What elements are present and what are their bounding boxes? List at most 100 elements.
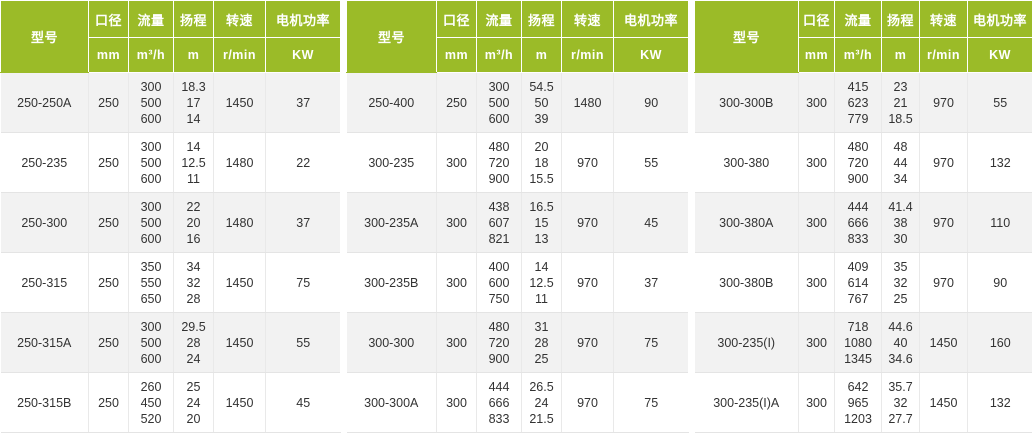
cell-model: 300-235(I) xyxy=(695,313,799,373)
header-head: 扬程 xyxy=(174,1,214,38)
cell-speed: 1450 xyxy=(214,73,266,133)
header-model: 型号 xyxy=(695,1,799,73)
cell-power: 55 xyxy=(266,313,341,373)
cell-speed: 1450 xyxy=(214,313,266,373)
header-unit-head: m xyxy=(174,38,214,73)
header-unit-power: KW xyxy=(968,38,1032,73)
cell-head: 31 28 25 xyxy=(522,313,562,373)
cell-head: 41.4 38 30 xyxy=(882,193,920,253)
header-diameter: 口径 xyxy=(89,1,129,38)
header-power: 电机功率 xyxy=(266,1,341,38)
cell-power: 132 xyxy=(968,373,1032,433)
header-unit-speed: r/min xyxy=(920,38,968,73)
cell-flow: 415 623 779 xyxy=(835,73,882,133)
header-unit-power: KW xyxy=(266,38,341,73)
cell-diameter: 250 xyxy=(89,133,129,193)
cell-speed: 970 xyxy=(920,253,968,313)
table-header: 型号 口径 流量 扬程 转速 电机功率 mm m³/h m r/min KW xyxy=(1,1,341,73)
cell-flow: 260 450 520 xyxy=(129,373,174,433)
header-head: 扬程 xyxy=(882,1,920,38)
cell-power: 55 xyxy=(614,133,689,193)
header-flow: 流量 xyxy=(129,1,174,38)
cell-head: 16.5 15 13 xyxy=(522,193,562,253)
cell-model: 300-235A xyxy=(347,193,437,253)
cell-flow: 480 720 900 xyxy=(477,313,522,373)
header-unit-flow: m³/h xyxy=(129,38,174,73)
cell-head: 54.5 50 39 xyxy=(522,73,562,133)
header-unit-speed: r/min xyxy=(214,38,266,73)
cell-diameter: 250 xyxy=(437,73,477,133)
cell-diameter: 300 xyxy=(799,133,835,193)
cell-power: 90 xyxy=(614,73,689,133)
header-power: 电机功率 xyxy=(968,1,1032,38)
cell-flow: 444 666 833 xyxy=(835,193,882,253)
table-header: 型号 口径 流量 扬程 转速 电机功率 mm m³/h m r/min KW xyxy=(347,1,689,73)
cell-speed: 970 xyxy=(562,193,614,253)
cell-head: 22 20 16 xyxy=(174,193,214,253)
cell-speed: 970 xyxy=(562,313,614,373)
cell-power: 75 xyxy=(266,253,341,313)
cell-model: 250-400 xyxy=(347,73,437,133)
cell-speed: 1450 xyxy=(214,253,266,313)
cell-flow: 300 500 600 xyxy=(477,73,522,133)
cell-diameter: 300 xyxy=(799,73,835,133)
cell-model: 300-235 xyxy=(347,133,437,193)
header-flow: 流量 xyxy=(835,1,882,38)
cell-flow: 300 500 600 xyxy=(129,73,174,133)
cell-model: 300-300A xyxy=(347,373,437,433)
header-unit-speed: r/min xyxy=(562,38,614,73)
cell-head: 29.5 28 24 xyxy=(174,313,214,373)
header-unit-diameter: mm xyxy=(89,38,129,73)
cell-power: 132 xyxy=(968,133,1032,193)
cell-diameter: 300 xyxy=(437,373,477,433)
cell-speed: 1450 xyxy=(920,373,968,433)
cell-power: 160 xyxy=(968,313,1032,373)
header-model: 型号 xyxy=(347,1,437,73)
cell-flow: 409 614 767 xyxy=(835,253,882,313)
cell-model: 250-235 xyxy=(1,133,89,193)
header-power: 电机功率 xyxy=(614,1,689,38)
cell-speed: 970 xyxy=(562,253,614,313)
cell-flow: 718 1080 1345 xyxy=(835,313,882,373)
spec-table-2-container: 型号 口径 流量 扬程 转速 电机功率 mm m³/h m r/min KW 2… xyxy=(346,0,688,427)
cell-flow: 444 666 833 xyxy=(477,373,522,433)
cell-power: 37 xyxy=(266,193,341,253)
cell-flow: 438 607 821 xyxy=(477,193,522,253)
cell-model: 300-235B xyxy=(347,253,437,313)
header-unit-diameter: mm xyxy=(799,38,835,73)
cell-head: 48 44 34 xyxy=(882,133,920,193)
cell-model: 250-250A xyxy=(1,73,89,133)
cell-speed: 970 xyxy=(920,133,968,193)
cell-diameter: 250 xyxy=(89,73,129,133)
cell-head: 18.3 17 14 xyxy=(174,73,214,133)
header-unit-flow: m³/h xyxy=(835,38,882,73)
spec-table-2: 型号 口径 流量 扬程 转速 电机功率 mm m³/h m r/min KW 2… xyxy=(346,0,689,433)
header-unit-head: m xyxy=(882,38,920,73)
cell-model: 300-380A xyxy=(695,193,799,253)
cell-model: 250-315 xyxy=(1,253,89,313)
header-unit-power: KW xyxy=(614,38,689,73)
cell-diameter: 300 xyxy=(437,193,477,253)
header-speed: 转速 xyxy=(562,1,614,38)
cell-power: 75 xyxy=(614,313,689,373)
spec-table-3: 型号 口径 流量 扬程 转速 电机功率 mm m³/h m r/min KW 3… xyxy=(694,0,1032,433)
cell-head: 34 32 28 xyxy=(174,253,214,313)
cell-diameter: 250 xyxy=(89,373,129,433)
cell-diameter: 300 xyxy=(799,313,835,373)
cell-head: 14 12.5 11 xyxy=(174,133,214,193)
cell-model: 250-315B xyxy=(1,373,89,433)
table-header: 型号 口径 流量 扬程 转速 电机功率 mm m³/h m r/min KW xyxy=(695,1,1032,73)
